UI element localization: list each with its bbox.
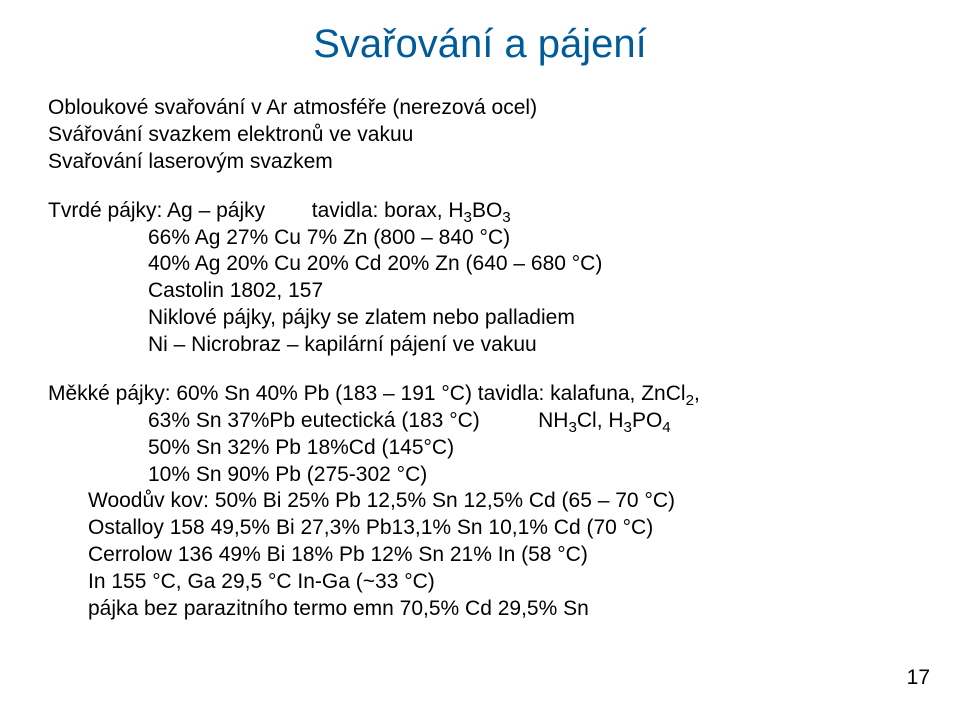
page-number: 17 bbox=[907, 666, 930, 690]
mekke-line: 10% Sn 90% Pb (275-302 °C) bbox=[48, 462, 912, 489]
text: 63% Sn 37%Pb eutectická (183 °C) bbox=[148, 409, 480, 432]
sub: 3 bbox=[624, 419, 632, 436]
text: , bbox=[694, 382, 700, 405]
tvrde-line: Niklové pájky, pájky se zlatem nebo pall… bbox=[48, 305, 912, 332]
mekke-line: Woodův kov: 50% Bi 25% Pb 12,5% Sn 12,5%… bbox=[48, 488, 912, 515]
intro-line: Obloukové svařování v Ar atmosféře (nere… bbox=[48, 95, 912, 122]
text: Cl, H bbox=[577, 409, 624, 432]
tvrde-line: Castolin 1802, 157 bbox=[48, 278, 912, 305]
tvrde-block: Tvrdé pájky: Ag – pájky tavidla: borax, … bbox=[48, 198, 912, 359]
slide-title: Svařování a pájení bbox=[48, 22, 912, 67]
mekke-line: Cerrolow 136 49% Bi 18% Pb 12% Sn 21% In… bbox=[48, 542, 912, 569]
mekke-line: Měkké pájky: 60% Sn 40% Pb (183 – 191 °C… bbox=[48, 381, 912, 408]
mekke-line: 50% Sn 32% Pb 18%Cd (145°C) bbox=[48, 435, 912, 462]
tvrde-line: 40% Ag 20% Cu 20% Cd 20% Zn (640 – 680 °… bbox=[48, 251, 912, 278]
text: BO bbox=[472, 199, 502, 222]
mekke-line: Ostalloy 158 49,5% Bi 27,3% Pb13,1% Sn 1… bbox=[48, 515, 912, 542]
mekke-line: In 155 °C, Ga 29,5 °C In-Ga (~33 °C) bbox=[48, 569, 912, 596]
text: PO bbox=[632, 409, 662, 432]
text: Měkké pájky: 60% Sn 40% Pb (183 – 191 °C… bbox=[48, 382, 686, 405]
mekke-line: 63% Sn 37%Pb eutectická (183 °C) NH3Cl, … bbox=[48, 408, 912, 435]
sub: 3 bbox=[568, 419, 576, 436]
intro-block: Obloukové svařování v Ar atmosféře (nere… bbox=[48, 95, 912, 176]
tvrde-line: 66% Ag 27% Cu 7% Zn (800 – 840 °C) bbox=[48, 225, 912, 252]
mekke-block: Měkké pájky: 60% Sn 40% Pb (183 – 191 °C… bbox=[48, 381, 912, 623]
intro-line: Svařování laserovým svazkem bbox=[48, 149, 912, 176]
tvrde-line: Tvrdé pájky: Ag – pájky tavidla: borax, … bbox=[48, 198, 912, 225]
sub: 3 bbox=[464, 209, 472, 226]
text: tavidla: borax, H bbox=[312, 199, 464, 222]
intro-line: Svářování svazkem elektronů ve vakuu bbox=[48, 122, 912, 149]
sub: 2 bbox=[686, 392, 694, 409]
text: Tvrdé pájky: Ag – pájky bbox=[48, 199, 265, 222]
tvrde-line: Ni – Nicrobraz – kapilární pájení ve vak… bbox=[48, 332, 912, 359]
slide: Svařování a pájení Obloukové svařování v… bbox=[0, 0, 960, 708]
slide-body: Obloukové svařování v Ar atmosféře (nere… bbox=[48, 95, 912, 623]
mekke-line: pájka bez parazitního termo emn 70,5% Cd… bbox=[48, 596, 912, 623]
sub: 3 bbox=[502, 209, 510, 226]
text: NH bbox=[538, 409, 568, 432]
sub: 4 bbox=[662, 419, 670, 436]
